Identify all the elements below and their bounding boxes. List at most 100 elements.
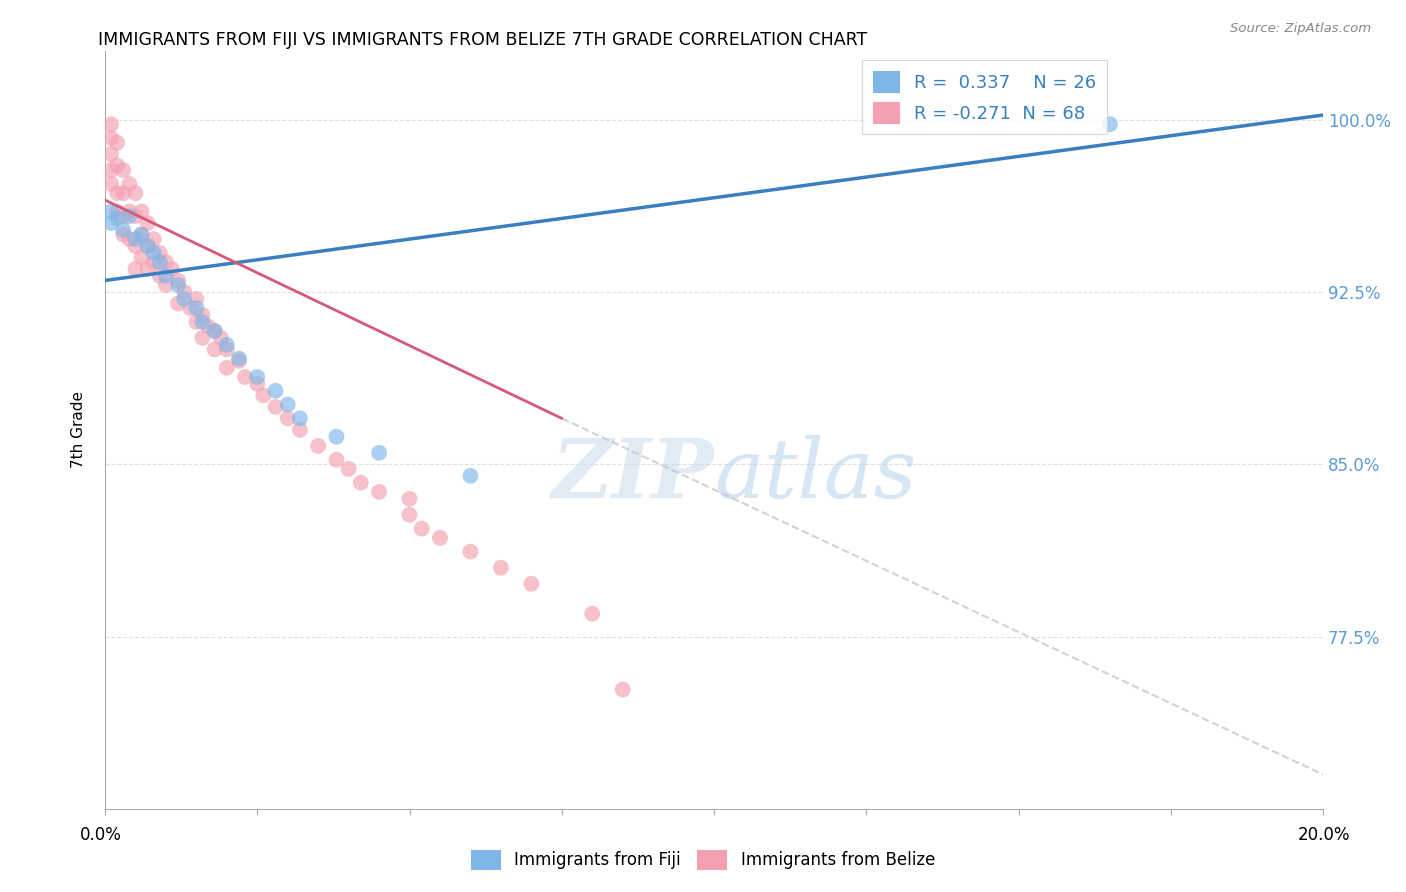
Point: [1098, 117, 1121, 131]
Point: [124, 232, 146, 246]
Text: atlas: atlas: [714, 435, 917, 516]
Point: [131, 227, 153, 242]
Point: [288, 411, 311, 425]
Point: [155, 268, 177, 283]
Point: [105, 211, 128, 226]
Point: [264, 384, 287, 398]
Y-axis label: 7th Grade: 7th Grade: [72, 392, 86, 468]
Point: [149, 268, 172, 283]
Point: [112, 209, 135, 223]
Point: [118, 177, 141, 191]
Point: [100, 204, 122, 219]
Point: [173, 285, 195, 299]
Point: [325, 452, 347, 467]
Point: [429, 531, 451, 545]
Point: [112, 223, 135, 237]
Point: [149, 246, 172, 260]
Point: [112, 227, 135, 242]
Point: [191, 308, 214, 322]
Point: [204, 324, 226, 338]
Point: [100, 216, 122, 230]
Point: [100, 147, 122, 161]
Point: [142, 246, 165, 260]
Text: 20.0%: 20.0%: [1298, 826, 1351, 844]
Point: [307, 439, 329, 453]
Point: [100, 177, 122, 191]
Text: Source: ZipAtlas.com: Source: ZipAtlas.com: [1230, 22, 1371, 36]
Point: [277, 411, 299, 425]
Point: [112, 186, 135, 201]
Legend: R =  0.337    N = 26, R = -0.271  N = 68: R = 0.337 N = 26, R = -0.271 N = 68: [862, 60, 1107, 135]
Point: [105, 204, 128, 219]
Point: [149, 255, 172, 269]
Point: [100, 117, 122, 131]
Point: [131, 251, 153, 265]
Point: [191, 331, 214, 345]
Point: [288, 423, 311, 437]
Point: [124, 239, 146, 253]
Point: [204, 343, 226, 357]
Point: [398, 508, 420, 522]
Point: [215, 343, 238, 357]
Point: [105, 186, 128, 201]
Point: [118, 204, 141, 219]
Text: ZIP: ZIP: [551, 435, 714, 516]
Point: [215, 360, 238, 375]
Point: [118, 232, 141, 246]
Point: [124, 262, 146, 277]
Point: [112, 163, 135, 178]
Point: [136, 216, 159, 230]
Point: [460, 468, 482, 483]
Point: [489, 560, 512, 574]
Text: 0.0%: 0.0%: [80, 826, 122, 844]
Point: [124, 186, 146, 201]
Point: [246, 376, 269, 391]
Point: [368, 484, 391, 499]
Point: [136, 239, 159, 253]
Point: [105, 136, 128, 150]
Point: [155, 255, 177, 269]
Point: [186, 315, 208, 329]
Point: [142, 232, 165, 246]
Point: [167, 273, 190, 287]
Point: [105, 159, 128, 173]
Point: [131, 204, 153, 219]
Point: [581, 607, 603, 621]
Point: [197, 319, 219, 334]
Point: [160, 262, 183, 277]
Point: [136, 239, 159, 253]
Point: [411, 522, 433, 536]
Point: [100, 131, 122, 145]
Point: [209, 331, 232, 345]
Point: [368, 446, 391, 460]
Legend: Immigrants from Fiji, Immigrants from Belize: Immigrants from Fiji, Immigrants from Be…: [464, 843, 942, 877]
Point: [167, 296, 190, 310]
Point: [337, 462, 360, 476]
Point: [191, 315, 214, 329]
Point: [233, 370, 256, 384]
Point: [350, 475, 373, 490]
Point: [215, 338, 238, 352]
Point: [228, 351, 250, 366]
Point: [136, 262, 159, 277]
Point: [100, 163, 122, 178]
Point: [118, 209, 141, 223]
Point: [264, 400, 287, 414]
Point: [520, 576, 543, 591]
Point: [204, 324, 226, 338]
Point: [612, 682, 634, 697]
Point: [325, 430, 347, 444]
Point: [124, 209, 146, 223]
Point: [252, 388, 274, 402]
Point: [186, 292, 208, 306]
Point: [277, 398, 299, 412]
Point: [179, 301, 201, 315]
Point: [167, 278, 190, 293]
Point: [155, 278, 177, 293]
Point: [131, 227, 153, 242]
Point: [173, 292, 195, 306]
Point: [246, 370, 269, 384]
Point: [460, 544, 482, 558]
Point: [398, 491, 420, 506]
Point: [186, 301, 208, 315]
